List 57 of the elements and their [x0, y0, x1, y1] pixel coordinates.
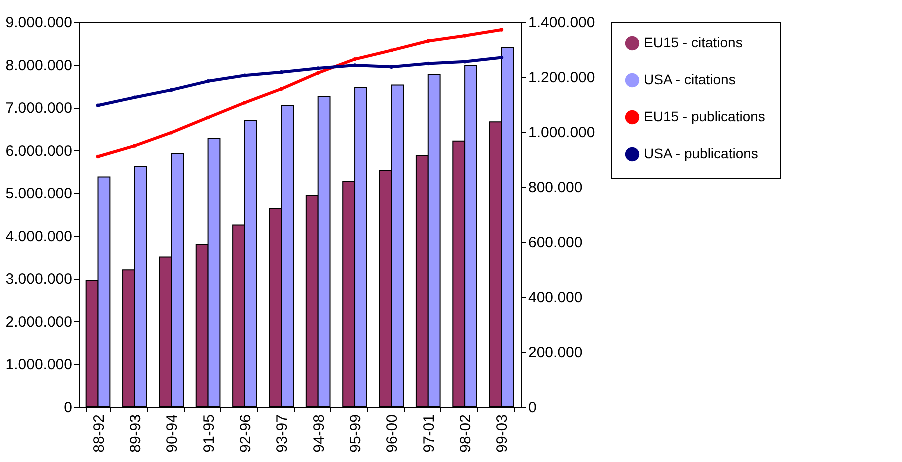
point: [280, 70, 284, 74]
point: [463, 60, 467, 64]
y-tick-label: 8.000.000: [6, 57, 72, 74]
y-tick-label: 9.000.000: [6, 14, 72, 32]
y2-tick-label: 200.000: [528, 344, 583, 362]
x-tick-label: 89-93: [127, 414, 144, 453]
point: [96, 154, 100, 159]
y2-tick-label: 1.000.000: [528, 124, 596, 142]
x-tick-label: 95-99: [348, 414, 365, 453]
point: [426, 62, 430, 66]
y-tick-label: 2.000.000: [6, 314, 72, 331]
y-tick-label: 4.000.000: [6, 228, 72, 246]
legend-label: EU15 - publications: [644, 108, 766, 124]
point: [206, 116, 210, 120]
x-tick-label: 90-94: [164, 414, 182, 453]
y2-tick-label: 600.000: [528, 234, 583, 252]
x-tick-label: 98-02: [458, 414, 475, 453]
y-tick-label: 7.000.000: [6, 100, 72, 118]
point: [316, 66, 320, 70]
y-tick-label: 0: [64, 400, 72, 416]
point: [316, 71, 320, 76]
legend-label: USA - publications: [644, 146, 758, 162]
y2-tick-label: 0: [528, 400, 537, 416]
point: [243, 74, 247, 78]
point: [426, 39, 430, 44]
point: [96, 104, 100, 108]
point: [280, 87, 284, 91]
point: [353, 64, 357, 68]
y-tick-label: 5.000.000: [6, 186, 72, 203]
x-tick-label: 99-03: [494, 414, 512, 453]
point: [133, 144, 137, 148]
x-tick-label: 88-92: [90, 414, 108, 453]
x-tick-label: 94-98: [310, 414, 328, 453]
point: [206, 80, 210, 84]
point: [170, 88, 174, 92]
y2-tick-label: 400.000: [528, 290, 583, 306]
point: [390, 48, 394, 52]
y2-tick-label: 800.000: [528, 180, 583, 196]
y-tick-label: 3.000.000: [6, 271, 72, 288]
point: [463, 34, 467, 38]
point: [133, 96, 137, 100]
point: [353, 58, 357, 62]
x-tick-label: 92-96: [237, 414, 254, 453]
y-tick-label: 6.000.000: [6, 142, 72, 160]
legend-label: USA - citations: [644, 72, 736, 88]
x-tick-label: 91-95: [200, 414, 218, 453]
y2-tick-label: 1.400.000: [528, 14, 596, 32]
point: [500, 28, 504, 32]
x-tick-label: 93-97: [274, 414, 292, 453]
legend-label: EU15 - citations: [644, 34, 743, 50]
point: [243, 100, 247, 105]
x-tick-label: 97-01: [420, 414, 438, 453]
point: [170, 130, 174, 135]
y2-tick-label: 1.200.000: [528, 70, 596, 86]
y-tick-label: 1.000.000: [6, 356, 72, 374]
point: [500, 56, 504, 60]
x-tick-label: 96-00: [384, 414, 402, 453]
